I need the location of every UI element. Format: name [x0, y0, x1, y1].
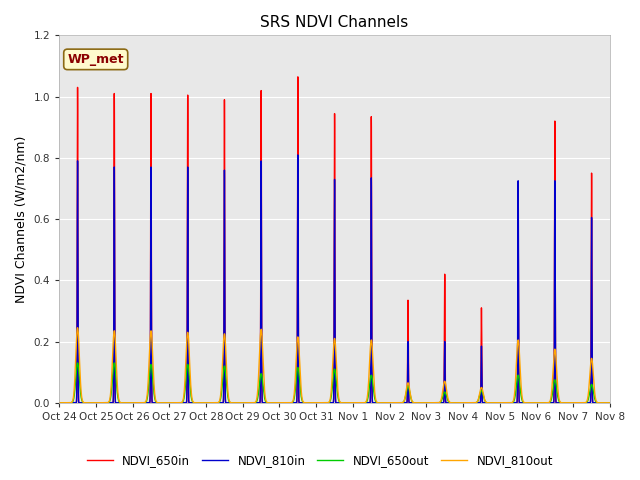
NDVI_650in [484, 400, 492, 406]
NDVI_650in [506, 400, 513, 406]
Title: SRS NDVI Channels: SRS NDVI Channels [260, 15, 409, 30]
NDVI_810in [469, 400, 477, 406]
NDVI_810in [506, 400, 513, 406]
NDVI_810out [506, 400, 513, 406]
Text: WP_met: WP_met [67, 53, 124, 66]
NDVI_650out [484, 400, 492, 406]
NDVI_810in [56, 400, 63, 406]
NDVI_810out [56, 400, 63, 406]
NDVI_650in [606, 400, 614, 406]
NDVI_650out [506, 400, 513, 406]
NDVI_650out [606, 400, 614, 406]
Y-axis label: NDVI Channels (W/m2/nm): NDVI Channels (W/m2/nm) [15, 135, 28, 303]
NDVI_650out [469, 400, 477, 406]
Legend: NDVI_650in, NDVI_810in, NDVI_650out, NDVI_810out: NDVI_650in, NDVI_810in, NDVI_650out, NDV… [82, 449, 558, 472]
NDVI_810in [407, 400, 415, 406]
NDVI_650in [84, 400, 92, 406]
NDVI_810in [294, 152, 301, 158]
NDVI_810in [484, 400, 492, 406]
NDVI_650out [498, 400, 506, 406]
Line: NDVI_810out: NDVI_810out [60, 328, 610, 403]
NDVI_650in [498, 400, 506, 406]
NDVI_810out [74, 325, 81, 331]
Line: NDVI_650in: NDVI_650in [60, 77, 610, 403]
NDVI_650in [56, 400, 63, 406]
NDVI_650in [469, 400, 477, 406]
NDVI_650out [407, 395, 415, 400]
NDVI_810out [484, 400, 492, 406]
NDVI_650in [294, 74, 301, 80]
NDVI_810out [407, 394, 415, 399]
NDVI_650out [56, 400, 63, 406]
NDVI_650in [407, 400, 415, 406]
Line: NDVI_810in: NDVI_810in [60, 155, 610, 403]
NDVI_810out [498, 400, 506, 406]
NDVI_650out [74, 360, 81, 366]
NDVI_810out [606, 400, 614, 406]
Line: NDVI_650out: NDVI_650out [60, 363, 610, 403]
NDVI_650out [84, 400, 92, 406]
NDVI_810in [84, 400, 92, 406]
NDVI_810in [606, 400, 614, 406]
NDVI_810in [498, 400, 506, 406]
NDVI_810out [469, 400, 477, 406]
NDVI_810out [84, 400, 92, 406]
NDVI_810out [460, 400, 467, 406]
